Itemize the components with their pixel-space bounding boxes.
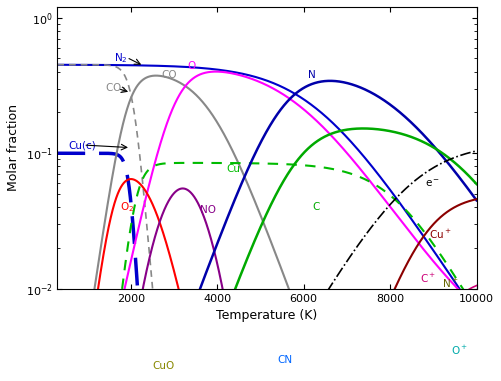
Text: Cu$^+$: Cu$^+$ (429, 228, 452, 242)
Text: N$_2$: N$_2$ (114, 51, 127, 66)
Text: NO: NO (200, 205, 216, 215)
Text: CO$_2$: CO$_2$ (105, 82, 126, 96)
Text: O$_2$: O$_2$ (120, 200, 134, 214)
X-axis label: Temperature (K): Temperature (K) (216, 309, 318, 322)
Y-axis label: Molar fraction: Molar fraction (7, 104, 20, 191)
Text: CuO: CuO (152, 361, 175, 371)
Text: C$^+$: C$^+$ (420, 272, 436, 285)
Text: Cu(c): Cu(c) (68, 140, 96, 150)
Text: N$^+$: N$^+$ (442, 277, 458, 290)
Text: O: O (187, 61, 195, 71)
Text: Cu: Cu (226, 163, 240, 174)
Text: CO: CO (161, 70, 177, 80)
Text: O$^+$: O$^+$ (450, 344, 467, 357)
Text: N: N (308, 70, 316, 80)
Text: e$^-$: e$^-$ (425, 178, 440, 189)
Text: CN: CN (278, 355, 293, 365)
Text: C: C (312, 202, 320, 212)
